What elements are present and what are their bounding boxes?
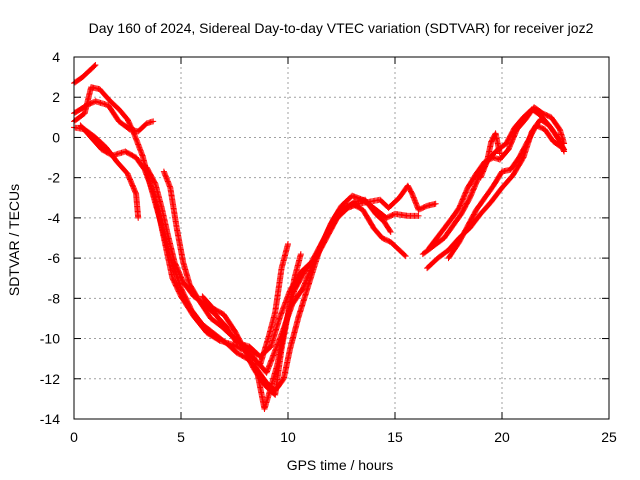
y-tick-label: -8 <box>48 290 61 306</box>
y-axis-label: SDTVAR / TECUs <box>6 184 22 296</box>
series-track-9 <box>257 241 291 368</box>
data-point <box>150 118 157 125</box>
series-track-14 <box>477 130 503 181</box>
data-point <box>432 200 439 207</box>
plot-border <box>73 56 610 420</box>
series-track-8 <box>199 251 304 398</box>
data-point <box>401 252 408 259</box>
data-point <box>92 62 99 69</box>
data-point <box>387 228 394 235</box>
x-tick-label: 15 <box>387 429 403 445</box>
y-tick-label: 0 <box>52 129 60 145</box>
x-tick-label: 20 <box>494 429 510 445</box>
x-tick-label: 5 <box>177 429 185 445</box>
data-point <box>561 140 568 147</box>
data-point <box>285 241 291 248</box>
data-point <box>135 214 142 221</box>
data-point <box>297 251 304 258</box>
data-point <box>402 253 409 260</box>
data-point <box>415 212 422 219</box>
y-tick-label: 2 <box>52 89 60 105</box>
x-tick-label: 0 <box>70 429 78 445</box>
y-tick-label: -4 <box>48 210 61 226</box>
grid <box>74 57 609 419</box>
series-track-4 <box>71 98 157 135</box>
data-point <box>496 150 503 157</box>
series-track-13 <box>445 122 565 262</box>
y-tick-label: 4 <box>52 49 60 65</box>
y-tick-label: -10 <box>40 331 60 347</box>
data-point <box>91 62 98 69</box>
x-tick-label: 25 <box>601 429 617 445</box>
data-point <box>387 227 394 234</box>
data-point <box>557 143 564 150</box>
plot-area <box>71 62 568 412</box>
y-tick-label: -2 <box>48 170 61 186</box>
y-tick-label: -6 <box>48 250 61 266</box>
series-track-1 <box>71 62 99 87</box>
data-point <box>558 144 565 151</box>
y-tick-label: -14 <box>40 411 60 427</box>
ticks: 0 5 10 15 20 25 -14 -12 -10 -8 -6 -4 -2 0 2 4 <box>40 49 617 445</box>
x-axis-label: GPS time / hours <box>287 457 394 473</box>
y-tick-label: -12 <box>40 371 60 387</box>
x-tick-label: 10 <box>280 429 296 445</box>
chart-title: Day 160 of 2024, Sidereal Day-to-day VTE… <box>89 20 594 36</box>
